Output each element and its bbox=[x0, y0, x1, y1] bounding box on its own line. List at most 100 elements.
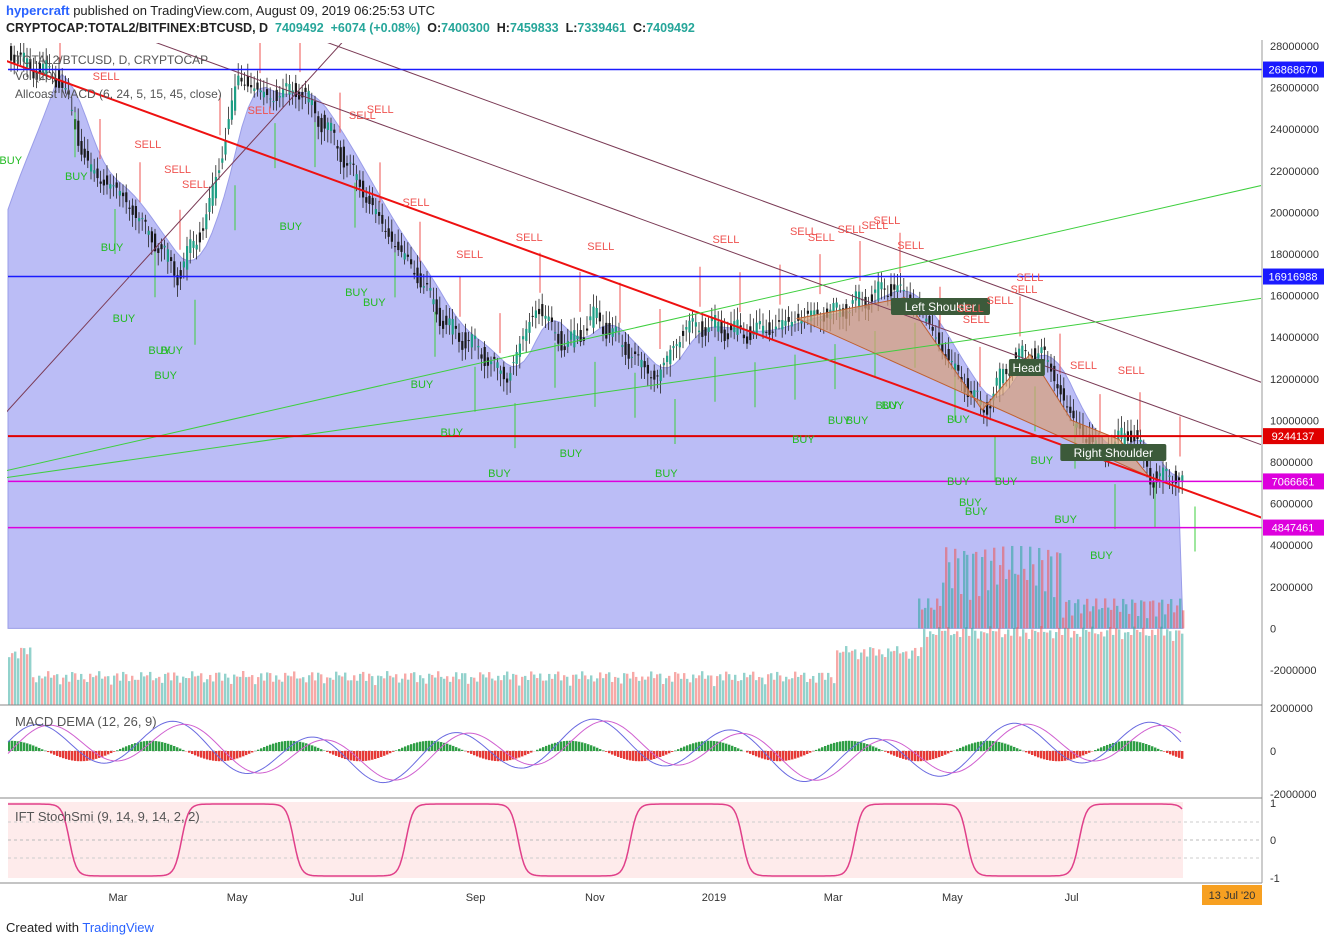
macd-histogram-bar bbox=[1055, 751, 1058, 762]
macd-histogram-bar bbox=[740, 749, 743, 751]
macd-histogram-bar bbox=[383, 751, 386, 756]
candle-body bbox=[189, 239, 192, 253]
macd-histogram-bar bbox=[98, 751, 101, 758]
volume-bar bbox=[770, 673, 773, 705]
macd-histogram-bar bbox=[980, 741, 983, 751]
macd-histogram-bar bbox=[686, 745, 689, 751]
macd-histogram-bar bbox=[143, 741, 146, 751]
volume-bar bbox=[527, 679, 530, 705]
macd-histogram-bar bbox=[1181, 751, 1184, 759]
macd-histogram-bar bbox=[272, 743, 275, 751]
macd-histogram-bar bbox=[842, 741, 845, 751]
time-axis-tick: Sep bbox=[466, 892, 486, 904]
volume-bar bbox=[338, 675, 341, 705]
volume-bar bbox=[860, 652, 863, 705]
stoch-pane[interactable] bbox=[8, 802, 1262, 878]
volume-bar bbox=[644, 679, 647, 705]
volume-bar bbox=[146, 675, 149, 705]
candle-body bbox=[166, 249, 169, 262]
macd-histogram-bar bbox=[1166, 751, 1169, 753]
volume-bar bbox=[755, 680, 758, 705]
time-axis-tick: Nov bbox=[585, 892, 605, 904]
candle-body bbox=[787, 316, 790, 322]
candle-body bbox=[928, 315, 931, 325]
macd-histogram-bar bbox=[1154, 747, 1157, 751]
candle-body bbox=[941, 344, 944, 353]
candle-body bbox=[125, 192, 128, 203]
candle-body bbox=[26, 58, 29, 68]
volume-spike bbox=[1164, 614, 1167, 629]
volume-bar bbox=[869, 647, 872, 705]
volume-spike bbox=[1161, 599, 1164, 629]
candle-body bbox=[67, 90, 70, 95]
macd-histogram-bar bbox=[584, 743, 587, 751]
volume-bar bbox=[893, 650, 896, 705]
candle-body bbox=[310, 98, 313, 106]
volume-bar bbox=[17, 658, 20, 705]
candle-body bbox=[595, 307, 598, 318]
macd-pane[interactable] bbox=[7, 718, 1184, 784]
macd-histogram-bar bbox=[947, 751, 950, 754]
candle-body bbox=[566, 341, 569, 347]
volume-bar bbox=[1124, 632, 1127, 705]
macd-histogram-bar bbox=[635, 751, 638, 762]
volume-spike bbox=[966, 554, 969, 629]
macd-histogram-bar bbox=[47, 751, 50, 753]
macd-histogram-bar bbox=[1121, 741, 1124, 751]
volume-bar bbox=[383, 678, 386, 705]
macd-histogram-bar bbox=[218, 751, 221, 762]
candle-body bbox=[643, 361, 646, 368]
macd-histogram-bar bbox=[1160, 750, 1163, 751]
macd-histogram-bar bbox=[1085, 751, 1088, 755]
macd-histogram-bar bbox=[287, 740, 290, 751]
volume-bar bbox=[902, 652, 905, 705]
candle-body bbox=[157, 248, 160, 253]
pattern-label-box bbox=[1060, 444, 1167, 461]
candle-body bbox=[774, 326, 777, 330]
volume-spike bbox=[1155, 616, 1158, 629]
volume-spike bbox=[1095, 598, 1098, 629]
volume-bar bbox=[635, 676, 638, 705]
volume-bar bbox=[170, 680, 173, 705]
volume-bar bbox=[752, 671, 755, 705]
candle-body bbox=[64, 88, 67, 90]
volume-bar bbox=[707, 675, 710, 705]
macd-histogram-bar bbox=[785, 751, 788, 761]
candle-body bbox=[947, 348, 950, 361]
macd-histogram-bar bbox=[617, 751, 620, 757]
macd-histogram-bar bbox=[593, 746, 596, 751]
macd-axis-tick: 0 bbox=[1270, 746, 1276, 758]
volume-bar bbox=[419, 675, 422, 705]
macd-histogram-bar bbox=[338, 751, 341, 758]
macd-histogram-bar bbox=[1064, 751, 1067, 761]
macd-histogram-bar bbox=[1157, 748, 1160, 751]
price-change: +6074 (+0.08%) bbox=[330, 21, 421, 35]
macd-study-title: Allcoast MACD (6, 24, 5, 15, 45, close) bbox=[15, 87, 222, 101]
volume-spike bbox=[1065, 601, 1068, 629]
candle-body bbox=[1136, 430, 1139, 440]
buy-signal: BUY bbox=[959, 497, 982, 509]
candle-body bbox=[410, 259, 413, 265]
volume-spike bbox=[999, 565, 1002, 629]
macd-histogram-bar bbox=[434, 741, 437, 751]
macd-histogram-bar bbox=[344, 751, 347, 760]
tradingview-logo[interactable]: TradingView bbox=[82, 920, 154, 935]
symbol-name[interactable]: CRYPTOCAP:TOTAL2/BITFINEX:BTCUSD, D bbox=[6, 21, 269, 35]
candle-body bbox=[640, 359, 643, 368]
volume-bar bbox=[473, 677, 476, 705]
candle-body bbox=[1024, 350, 1027, 352]
candle-body bbox=[579, 329, 582, 342]
sell-signal: SELL bbox=[182, 179, 209, 191]
author-link[interactable]: hypercraft bbox=[6, 3, 70, 18]
candle-body bbox=[365, 197, 368, 203]
macd-histogram-bar bbox=[167, 743, 170, 751]
macd-histogram-bar bbox=[1076, 751, 1079, 758]
candle-body bbox=[656, 375, 659, 377]
volume-spike bbox=[1074, 603, 1077, 629]
pattern-label: Head bbox=[1013, 361, 1042, 375]
macd-histogram-bar bbox=[449, 744, 452, 751]
macd-histogram-bar bbox=[221, 751, 224, 762]
macd-histogram-bar bbox=[767, 751, 770, 761]
